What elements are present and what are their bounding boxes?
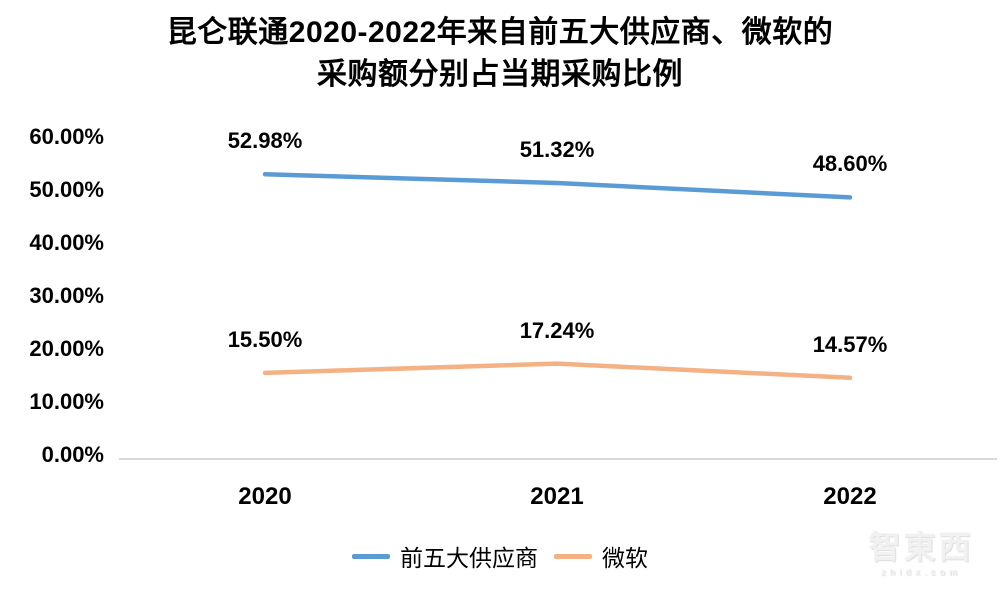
watermark-url-text: zhidx.com — [880, 567, 961, 577]
legend-label: 前五大供应商 — [400, 545, 538, 571]
x-axis-tick-label: 2022 — [823, 483, 877, 510]
data-label: 48.60% — [812, 151, 888, 177]
watermark: 智東西 zhidx.com — [856, 527, 986, 577]
data-label: 52.98% — [227, 128, 303, 154]
legend-item-microsoft: 微软 — [554, 539, 648, 573]
series-line-microsoft — [262, 361, 853, 381]
legend-item-top5-suppliers: 前五大供应商 — [352, 539, 538, 573]
y-axis-tick-label: 60.00% — [29, 124, 104, 149]
data-label: 17.24% — [519, 317, 595, 343]
y-axis-tick-label: 20.00% — [29, 336, 104, 361]
data-label: 51.32% — [519, 137, 595, 162]
x-axis-line — [119, 458, 997, 460]
chart-legend: 前五大供应商 微软 — [0, 539, 1000, 573]
chart-title: 昆仑联通2020-2022年来自前五大供应商、微软的 采购额分别占当期采购比例 — [0, 12, 1000, 96]
data-label: 15.50% — [227, 326, 303, 352]
legend-line-swatch-blue — [352, 553, 390, 559]
y-axis-tick-label: 50.00% — [29, 177, 104, 202]
x-axis-tick-label: 2021 — [530, 483, 584, 510]
x-axis-tick-label: 2020 — [238, 483, 292, 510]
chart-title-line-2: 采购额分别占当期采购比例 — [317, 58, 683, 91]
y-axis-tick-label: 30.00% — [29, 283, 104, 308]
chart-title-line-1: 昆仑联通2020-2022年来自前五大供应商、微软的 — [166, 16, 834, 49]
y-axis-tick-label: 10.00% — [29, 389, 104, 414]
watermark-logo-text: 智東西 — [868, 529, 974, 565]
legend-line-swatch-orange — [554, 553, 592, 559]
y-axis-tick-label: 0.00% — [41, 442, 104, 467]
series-line-top5-suppliers — [262, 171, 853, 200]
y-axis-tick-label: 40.00% — [29, 230, 104, 255]
legend-label: 微软 — [602, 545, 648, 571]
data-label: 14.57% — [812, 331, 888, 357]
